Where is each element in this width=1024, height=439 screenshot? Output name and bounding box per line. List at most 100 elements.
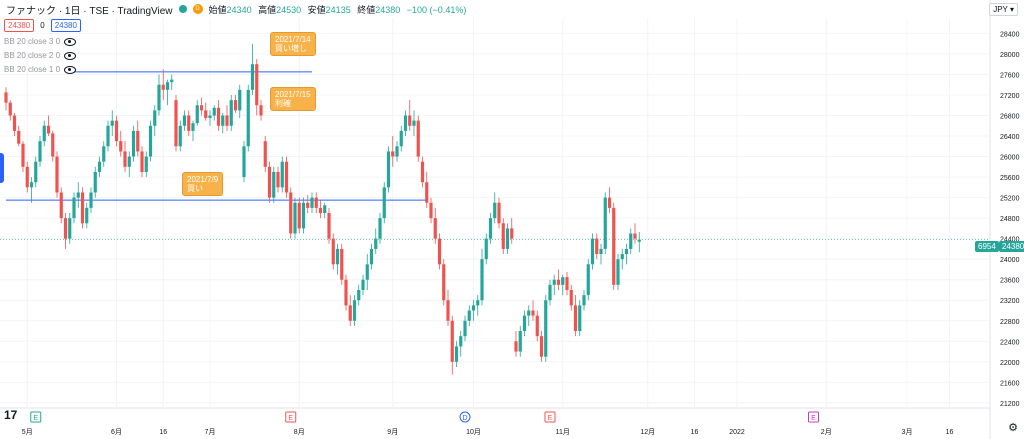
callout-buy[interactable]: 2021/7/9 買い (182, 172, 224, 196)
candle-body (595, 238, 599, 255)
x-tick-label: 2月 (821, 428, 832, 436)
candle-body (433, 218, 437, 239)
tradingview-logo[interactable]: 17 (4, 408, 18, 422)
order-pricebox: 24380 0 24380 (4, 19, 81, 32)
candle-body (80, 192, 85, 224)
y-tick-label: 25600 (1000, 175, 1020, 182)
candle-body (399, 130, 403, 147)
earnings-marker (808, 411, 819, 423)
candle-body (314, 197, 318, 208)
time-axis[interactable]: 5月 6月 16 7月 8月 9月 10月 11月 12月 16 2022 2月 3月 16 (22, 428, 954, 436)
candle-body (242, 146, 246, 178)
y-tick-label: 24400 (1000, 237, 1020, 244)
candle-body (8, 102, 12, 116)
event-letter: D (462, 415, 467, 422)
candle-body (357, 289, 361, 301)
candle-body (497, 202, 501, 224)
indicator-bb-1[interactable]: BB 20 close 1 0 (4, 65, 77, 74)
candle-body (459, 336, 463, 347)
candle-body (55, 156, 59, 193)
event-letter: E (33, 415, 38, 422)
eye-icon[interactable] (64, 37, 77, 46)
candle-body (395, 146, 399, 157)
candle-body (369, 248, 374, 265)
candle-body (480, 259, 484, 301)
candle-body (607, 197, 612, 208)
candle-body (127, 156, 131, 167)
candle-body (38, 141, 42, 162)
symbol-title[interactable]: ファナック · 1日 · TSE · TradingView (6, 5, 173, 17)
sell-price-button[interactable]: 24380 (4, 19, 35, 32)
candle-body (4, 92, 8, 103)
y-tick-label: 22000 (1000, 360, 1020, 367)
candle-body (590, 238, 595, 265)
candle-body (603, 197, 607, 249)
candle-body (637, 239, 641, 242)
x-tick-label: 6月 (111, 428, 122, 436)
candle-body (318, 207, 323, 213)
x-tick-label: 7月 (205, 428, 216, 436)
currency-selector[interactable]: JPY ▾ (989, 3, 1018, 16)
horizontal-lines[interactable] (0, 71, 990, 240)
candle-body (280, 161, 284, 188)
candle-body (556, 279, 561, 285)
candle-body (140, 151, 144, 172)
candle-body (263, 141, 267, 167)
candle-body (378, 218, 382, 239)
callout-take-profit[interactable]: 2021/7/15 利確 (270, 87, 316, 111)
candle-body (539, 336, 544, 357)
candle-body (301, 202, 306, 229)
candle-body (463, 320, 467, 337)
earnings-marker (544, 411, 556, 423)
candle-body (284, 161, 289, 193)
indicator-bb-3[interactable]: BB 20 close 3 0 (4, 37, 77, 46)
candle-body (76, 192, 80, 198)
candle-body (276, 171, 280, 188)
candle-body (46, 125, 51, 134)
event-letter: E (811, 415, 816, 422)
eye-icon[interactable] (64, 51, 77, 60)
candle-body (344, 279, 348, 306)
x-tick-label: 16 (946, 429, 954, 436)
earnings-marker (30, 411, 42, 423)
candle-body (408, 115, 412, 126)
y-tick-label: 27200 (1000, 93, 1020, 100)
candle-body (531, 310, 535, 316)
candle-body (327, 213, 331, 239)
eye-icon[interactable] (64, 65, 77, 74)
candle-body (612, 207, 616, 285)
side-panel-handle[interactable] (0, 153, 4, 183)
candle-body (420, 161, 425, 183)
price-axis[interactable]: 21200 21600 22000 22400 22800 23200 23600 24000… (1000, 31, 1020, 407)
y-tick-label: 22400 (1000, 339, 1020, 346)
candle-body (144, 156, 148, 172)
candle-body (208, 115, 212, 119)
candle-body (476, 300, 480, 306)
data-badge[interactable]: D (192, 4, 203, 14)
y-tick-label: 24000 (1000, 257, 1020, 264)
candle-body (599, 248, 603, 255)
candle-body (12, 115, 17, 131)
candle-body (259, 105, 263, 116)
gear-icon[interactable]: ⚙ (1008, 422, 1018, 434)
buy-price-button[interactable]: 24380 (50, 19, 81, 32)
candle-body (212, 107, 216, 116)
candle-body (578, 305, 582, 332)
candle-body (93, 171, 97, 193)
y-tick-label: 26400 (1000, 134, 1020, 141)
candle-body (272, 171, 276, 198)
candle-body (153, 110, 157, 126)
y-tick-label: 23200 (1000, 298, 1020, 305)
candle-body (72, 197, 76, 219)
candle-body (454, 346, 459, 362)
candle-body (170, 79, 174, 83)
candle-body (42, 125, 46, 142)
candle-body (310, 197, 314, 208)
callout-add-buy[interactable]: 2021/7/14 買い増し (270, 32, 316, 56)
candle-body (582, 295, 586, 306)
candle-body (119, 141, 123, 152)
indicator-bb-2[interactable]: BB 20 close 2 0 (4, 51, 77, 60)
candle-body (123, 151, 127, 167)
